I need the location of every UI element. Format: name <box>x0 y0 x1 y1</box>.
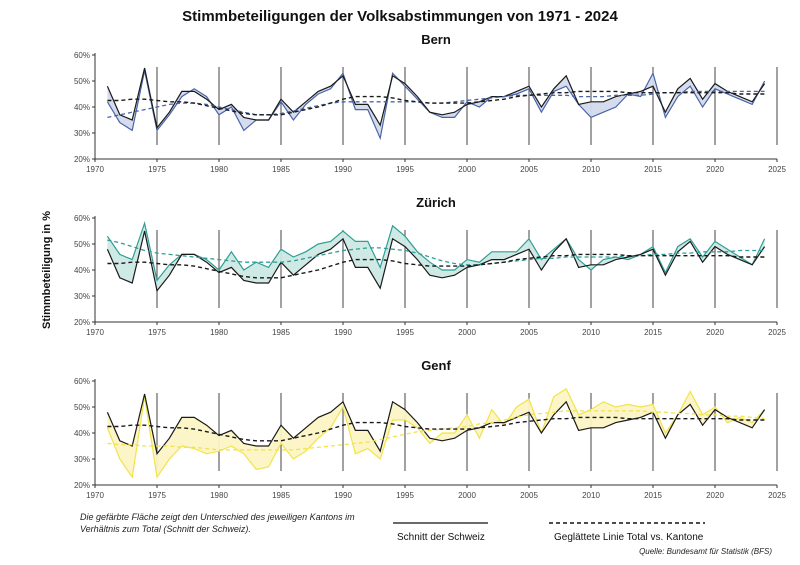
x-tick-label: 2005 <box>520 491 538 500</box>
schweiz-smooth-line <box>107 253 765 279</box>
chart-title: Stimmbeteiligungen der Volksabstimmungen… <box>182 8 618 25</box>
difference-area <box>107 223 765 291</box>
x-tick-label: 2005 <box>520 328 538 337</box>
y-tick-label: 30% <box>74 129 90 138</box>
x-tick-label: 2000 <box>458 491 476 500</box>
legend-dashed-label: Geglättete Linie Total vs. Kantone <box>554 532 704 543</box>
panel-title: Bern <box>421 32 451 47</box>
x-tick-label: 2020 <box>706 165 724 174</box>
canton-smooth-line <box>107 239 765 266</box>
x-tick-label: 2020 <box>706 328 724 337</box>
panel-2: Genf 20% 30% 40% 50% 60% 1970 1975 1980 1985 1990 1… <box>74 358 786 500</box>
x-tick-label: 2010 <box>582 491 600 500</box>
y-tick-label: 40% <box>74 103 90 112</box>
x-tick-label: 1985 <box>272 165 290 174</box>
x-tick-label: 1970 <box>86 491 104 500</box>
legend-solid-label: Schnitt der Schweiz <box>397 532 485 543</box>
schweiz-line <box>106 67 766 130</box>
x-tick-label: 1995 <box>396 491 414 500</box>
chart-note: Die gefärbte Fläche zeigt den Unterschie… <box>80 512 355 534</box>
x-tick-label: 1995 <box>396 328 414 337</box>
y-tick-label: 20% <box>74 155 90 164</box>
x-tick-label: 2020 <box>706 491 724 500</box>
y-tick-label: 30% <box>74 292 90 301</box>
x-tick-label: 2005 <box>520 165 538 174</box>
schweiz-smooth-line <box>107 90 765 116</box>
x-tick-label: 1975 <box>148 328 166 337</box>
canton-line-2 <box>106 387 766 479</box>
x-tick-label: 2000 <box>458 165 476 174</box>
x-tick-label: 2015 <box>644 491 662 500</box>
x-tick-label: 2025 <box>768 165 786 174</box>
y-tick-label: 50% <box>74 240 90 249</box>
x-tick-label: 2010 <box>582 328 600 337</box>
y-axis-label: Stimmbeteiligung in % <box>41 211 53 329</box>
canton-line-0 <box>106 70 766 141</box>
difference-area <box>107 388 765 478</box>
y-tick-label: 20% <box>74 318 90 327</box>
y-tick-label: 40% <box>74 429 90 438</box>
x-tick-label: 2015 <box>644 328 662 337</box>
y-tick-label: 60% <box>74 51 90 60</box>
y-tick-label: 50% <box>74 77 90 86</box>
x-tick-label: 2015 <box>644 165 662 174</box>
y-tick-label: 30% <box>74 455 90 464</box>
x-tick-label: 1970 <box>86 165 104 174</box>
x-tick-label: 1990 <box>334 165 352 174</box>
x-tick-label: 1980 <box>210 165 228 174</box>
x-tick-label: 1980 <box>210 491 228 500</box>
x-tick-label: 2025 <box>768 491 786 500</box>
panel-title: Zürich <box>416 195 456 210</box>
x-tick-label: 1975 <box>148 491 166 500</box>
x-tick-label: 1985 <box>272 328 290 337</box>
x-tick-label: 1990 <box>334 491 352 500</box>
x-tick-label: 2000 <box>458 328 476 337</box>
panel-title: Genf <box>421 358 451 373</box>
schweiz-line <box>106 230 766 293</box>
x-tick-label: 2010 <box>582 165 600 174</box>
y-tick-label: 40% <box>74 266 90 275</box>
y-tick-label: 20% <box>74 481 90 490</box>
schweiz-smooth-line <box>107 416 765 442</box>
y-tick-label: 60% <box>74 377 90 386</box>
x-tick-label: 1970 <box>86 328 104 337</box>
source-label: Quelle: Bundesamt für Statistik (BFS) <box>639 547 772 556</box>
panel-1: Zürich 20% 30% 40% 50% 60% 1970 1975 1980 1985 199… <box>74 195 786 337</box>
schweiz-line <box>106 393 766 456</box>
x-tick-label: 2025 <box>768 328 786 337</box>
panel-0: Bern 20% 30% 40% 50% 60% 1970 1975 1980 1985 1990 1… <box>74 32 786 174</box>
x-tick-label: 1995 <box>396 165 414 174</box>
x-tick-label: 1990 <box>334 328 352 337</box>
y-tick-label: 60% <box>74 214 90 223</box>
x-tick-label: 1980 <box>210 328 228 337</box>
y-tick-label: 50% <box>74 403 90 412</box>
x-tick-label: 1985 <box>272 491 290 500</box>
x-tick-label: 1975 <box>148 165 166 174</box>
